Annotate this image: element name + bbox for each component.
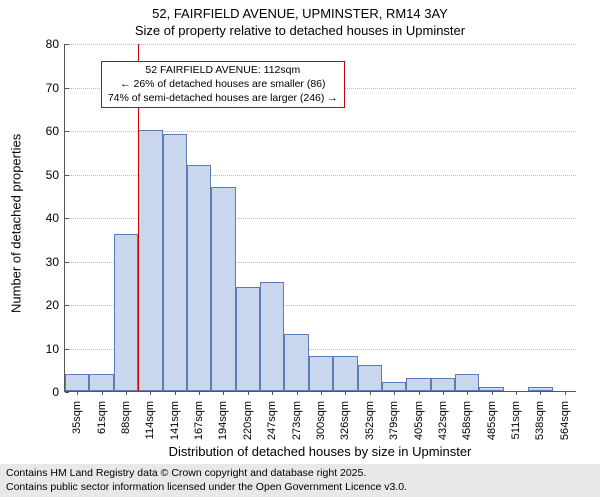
bar [236,287,260,391]
x-tick-mark [77,391,78,395]
x-tick-mark [516,391,517,395]
plot-area: 0102030405060708035sqm61sqm88sqm114sqm14… [64,44,576,392]
bar [211,187,235,391]
y-axis-label: Number of detached properties [9,134,24,313]
bar [358,365,382,391]
y-tick-label: 40 [46,211,65,225]
chart-title-sub: Size of property relative to detached ho… [0,21,600,38]
x-tick-label: 326sqm [339,397,351,440]
y-tick-label: 50 [46,168,65,182]
bar [260,282,284,391]
chart-title-main: 52, FAIRFIELD AVENUE, UPMINSTER, RM14 3A… [0,0,600,21]
x-tick-mark [394,391,395,395]
bar [309,356,333,391]
x-tick-label: 220sqm [242,397,254,440]
x-tick-label: 352sqm [364,397,376,440]
x-tick-label: 432sqm [437,397,449,440]
x-tick-label: 379sqm [388,397,400,440]
x-tick-mark [321,391,322,395]
x-tick-label: 485sqm [486,397,498,440]
bar [114,234,138,391]
y-tick-label: 30 [46,255,65,269]
annotation-box: 52 FAIRFIELD AVENUE: 112sqm← 26% of deta… [101,61,345,108]
x-tick-mark [565,391,566,395]
bar [284,334,308,391]
y-tick-label: 60 [46,124,65,138]
annotation-line-3: 74% of semi-detached houses are larger (… [108,92,338,106]
chart-container: 52, FAIRFIELD AVENUE, UPMINSTER, RM14 3A… [0,0,600,500]
x-tick-mark [540,391,541,395]
footer-attribution: Contains HM Land Registry data © Crown c… [0,464,600,497]
bar [163,134,187,391]
x-tick-label: 35sqm [71,397,83,434]
x-tick-mark [223,391,224,395]
x-tick-mark [272,391,273,395]
x-tick-label: 141sqm [169,397,181,440]
annotation-line-2: ← 26% of detached houses are smaller (86… [108,78,338,92]
x-tick-mark [370,391,371,395]
x-tick-mark [199,391,200,395]
x-tick-mark [126,391,127,395]
x-tick-label: 300sqm [315,397,327,440]
x-tick-mark [345,391,346,395]
x-tick-label: 458sqm [461,397,473,440]
y-tick-label: 20 [46,298,65,312]
x-axis-label: Distribution of detached houses by size … [169,444,472,459]
y-tick-label: 10 [46,342,65,356]
bar [406,378,430,391]
x-tick-mark [419,391,420,395]
bar [65,374,89,391]
x-tick-mark [443,391,444,395]
x-tick-label: 88sqm [120,397,132,434]
bar [89,374,113,391]
y-tick-label: 0 [52,385,65,399]
x-tick-mark [150,391,151,395]
bar [187,165,211,391]
x-tick-label: 511sqm [510,397,522,439]
x-tick-label: 564sqm [559,397,571,440]
x-tick-label: 247sqm [266,397,278,440]
bar [431,378,455,391]
bar [455,374,479,391]
bar [333,356,357,391]
x-tick-mark [297,391,298,395]
x-tick-label: 194sqm [217,397,229,440]
x-tick-label: 61sqm [96,397,108,434]
x-tick-label: 273sqm [291,397,303,440]
x-tick-mark [467,391,468,395]
x-tick-mark [492,391,493,395]
y-tick-label: 80 [46,37,65,51]
footer-line-1: Contains HM Land Registry data © Crown c… [6,467,594,481]
x-tick-mark [102,391,103,395]
bar [138,130,162,391]
x-tick-label: 538sqm [534,397,546,440]
footer-line-2: Contains public sector information licen… [6,481,594,495]
bar [382,382,406,391]
annotation-line-1: 52 FAIRFIELD AVENUE: 112sqm [108,64,338,78]
x-tick-label: 167sqm [193,397,205,440]
y-tick-label: 70 [46,81,65,95]
x-tick-label: 114sqm [144,397,156,439]
x-tick-label: 405sqm [413,397,425,440]
grid-line [65,44,576,45]
x-tick-mark [175,391,176,395]
x-tick-mark [248,391,249,395]
